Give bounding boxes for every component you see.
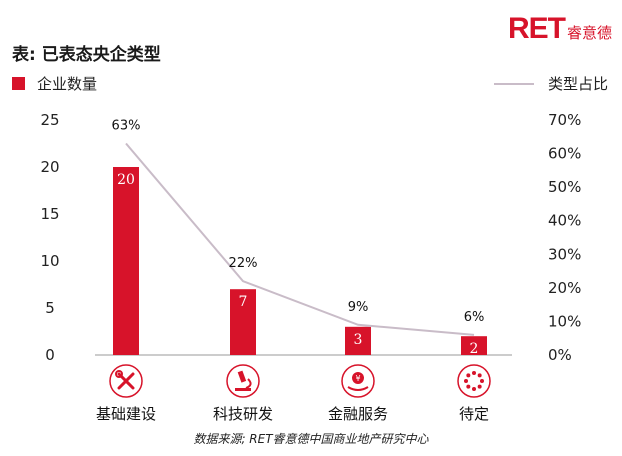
legend-bar-label: 企业数量 xyxy=(37,75,98,93)
legend-line-swatch xyxy=(493,82,534,85)
share-value-label: 63% xyxy=(112,119,141,134)
y-right-tick-label: 50% xyxy=(548,178,581,196)
legend-line-label: 类型占比 xyxy=(547,75,608,93)
y-left-tick-label: 10 xyxy=(40,252,59,270)
y-right-tick-label: 20% xyxy=(548,279,581,297)
y-left-tick-label: 0 xyxy=(45,346,55,364)
bar xyxy=(230,289,256,355)
y-left-tick-label: 25 xyxy=(40,111,59,129)
share-value-label: 6% xyxy=(464,310,485,325)
share-value-label: 22% xyxy=(229,256,258,271)
y-right-tick-label: 0% xyxy=(548,346,572,364)
y-left-tick-label: 15 xyxy=(40,205,59,223)
legend-bars: 企业数量 xyxy=(12,73,97,94)
money-hand-icon: ¥ xyxy=(341,364,375,398)
y-right-tick-label: 10% xyxy=(548,312,581,330)
chart-title: 表: 已表态央企类型 xyxy=(12,45,161,65)
y-right-tick-label: 40% xyxy=(548,212,581,230)
data-source: 数据来源; RET睿意德中国商业地产研究中心 xyxy=(193,432,429,446)
bar xyxy=(113,167,139,355)
bar-value-label: 20 xyxy=(117,172,135,188)
logo-mark: RET xyxy=(508,12,566,45)
category-label: 基础建设 xyxy=(96,405,156,423)
category-label: 金融服务 xyxy=(328,405,388,423)
share-value-label: 9% xyxy=(348,300,369,315)
svg-text:¥: ¥ xyxy=(355,374,360,383)
bar-value-label: 7 xyxy=(239,294,248,310)
legend-line: 类型占比 xyxy=(493,73,608,94)
y-left-tick-label: 5 xyxy=(45,299,55,317)
tools-icon xyxy=(109,364,143,398)
microscope-icon xyxy=(226,364,260,398)
y-right-tick-label: 30% xyxy=(548,245,581,263)
legend-bar-swatch xyxy=(12,77,25,90)
category-label: 待定 xyxy=(459,405,489,423)
share-line xyxy=(125,142,475,336)
y-right-tick-label: 60% xyxy=(548,145,581,163)
ret-logo: RET 睿意德 xyxy=(508,12,612,46)
bar-value-label: 2 xyxy=(470,341,479,357)
bar xyxy=(345,326,371,355)
bar xyxy=(461,336,487,355)
dots-circle-icon xyxy=(457,364,491,398)
y-right-tick-label: 70% xyxy=(548,111,581,129)
y-left-tick-label: 20 xyxy=(40,158,59,176)
logo-name: 睿意德 xyxy=(567,24,613,42)
category-label: 科技研发 xyxy=(213,405,273,423)
bar-value-label: 3 xyxy=(354,332,363,348)
